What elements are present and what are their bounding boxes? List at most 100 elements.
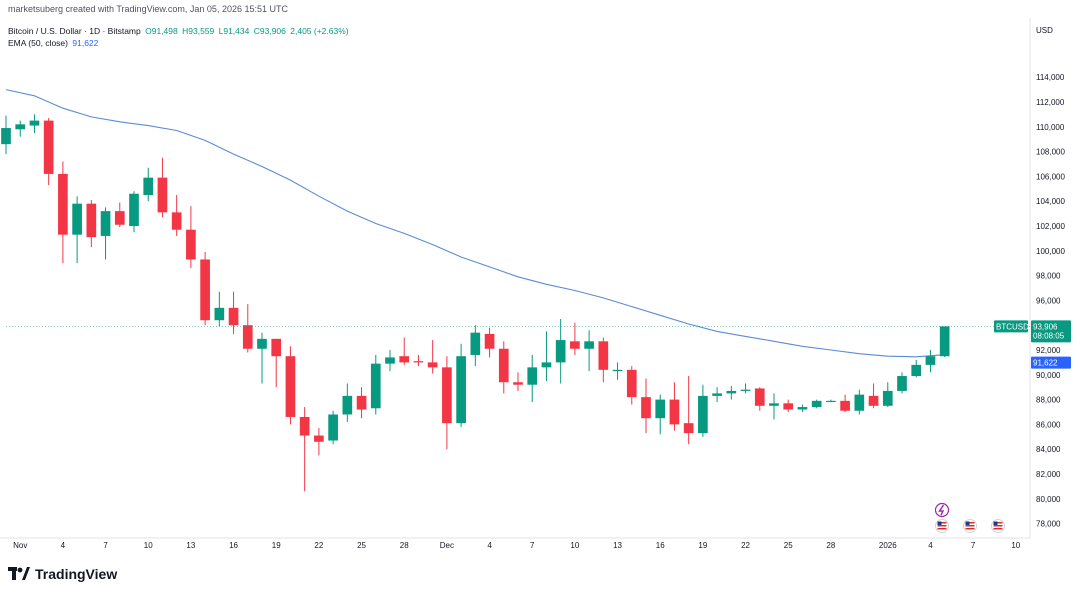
candle xyxy=(356,387,367,419)
x-tick-label: 25 xyxy=(357,541,366,550)
x-tick-label: 10 xyxy=(1011,541,1020,550)
candle-body xyxy=(925,356,936,365)
candle-body xyxy=(114,211,125,225)
candle-body xyxy=(186,229,196,260)
x-tick-label: 16 xyxy=(656,541,665,550)
candle-body xyxy=(868,395,879,406)
candle xyxy=(299,407,310,492)
candle xyxy=(43,118,54,186)
candle-body xyxy=(683,423,694,434)
x-tick-label: 7 xyxy=(530,541,535,550)
y-tick-label: 92,000 xyxy=(1036,346,1061,355)
candle-body xyxy=(157,177,168,213)
candle-body xyxy=(328,414,338,441)
events-icon xyxy=(934,502,950,518)
x-tick-label: 4 xyxy=(487,541,492,550)
candle-body xyxy=(413,361,424,363)
candle xyxy=(285,346,296,425)
candle-body xyxy=(399,356,410,363)
x-tick-label: 19 xyxy=(698,541,707,550)
candle xyxy=(228,291,239,334)
candle xyxy=(72,196,82,264)
candle xyxy=(1,115,11,155)
candle-body xyxy=(712,393,722,396)
us-flag-icon xyxy=(991,519,1005,533)
candle xyxy=(740,383,751,394)
candle-body xyxy=(669,399,680,425)
candle-body xyxy=(626,369,637,398)
candle xyxy=(29,114,40,133)
candle xyxy=(726,385,737,400)
tradingview-logo[interactable]: TradingView xyxy=(8,566,117,582)
y-tick-label: 98,000 xyxy=(1036,272,1061,281)
candle-body xyxy=(498,348,509,383)
legend-symbol[interactable]: Bitcoin / U.S. Dollar · 1D · Bitstamp xyxy=(8,26,141,36)
legend-ema-value: 91,622 xyxy=(72,38,99,48)
candle xyxy=(570,322,580,355)
candle xyxy=(86,199,97,248)
candle xyxy=(555,319,566,384)
ema-tag-value: 91,622 xyxy=(1033,359,1058,368)
x-tick-label: 2026 xyxy=(879,541,897,550)
candle xyxy=(58,161,68,264)
candle-body xyxy=(427,362,438,368)
candle xyxy=(427,340,438,374)
y-tick-label: 80,000 xyxy=(1036,495,1061,504)
flag-icon-canton xyxy=(993,521,998,525)
candle-body xyxy=(740,389,751,391)
candle-body xyxy=(882,390,893,406)
candle xyxy=(200,252,210,326)
candle xyxy=(470,325,481,367)
tradingview-brand-name: TradingView xyxy=(35,566,118,582)
candle xyxy=(897,372,907,394)
candle xyxy=(641,378,651,434)
candle-body xyxy=(897,376,907,391)
y-tick-label: 100,000 xyxy=(1036,247,1065,256)
candle xyxy=(868,383,879,409)
bar-countdown: 08:08:05 xyxy=(1033,331,1065,340)
candle xyxy=(157,157,168,218)
candle-body xyxy=(655,399,666,419)
candle xyxy=(925,350,936,373)
candle xyxy=(513,372,523,391)
candle xyxy=(854,389,865,415)
candle xyxy=(683,376,694,445)
candle xyxy=(186,206,196,269)
flag-icon-stripe xyxy=(965,528,975,530)
candle xyxy=(242,304,253,353)
candle xyxy=(626,366,637,405)
candle xyxy=(399,337,410,365)
candle-body xyxy=(171,212,182,230)
candle-body xyxy=(612,369,623,372)
candle xyxy=(882,382,893,408)
legend: Bitcoin / U.S. Dollar · 1D · Bitstamp O9… xyxy=(8,25,351,49)
candle-body xyxy=(385,357,395,364)
flag-icon-stripe xyxy=(937,528,947,530)
x-tick-label: 4 xyxy=(928,541,933,550)
legend-ema-row: EMA (50, close) 91,622 xyxy=(8,37,351,49)
legend-ohlc-row: Bitcoin / U.S. Dollar · 1D · Bitstamp O9… xyxy=(8,25,351,37)
y-tick-label: 114,000 xyxy=(1036,73,1065,82)
candle-body xyxy=(826,400,836,403)
candle-body xyxy=(1,128,11,145)
candle xyxy=(840,394,850,412)
candle xyxy=(769,393,779,420)
candle xyxy=(826,399,836,403)
candle-body xyxy=(484,333,495,349)
ema-value-tag xyxy=(1031,356,1071,369)
legend-high: H93,559 xyxy=(182,26,215,36)
candle-body xyxy=(442,367,452,424)
y-tick-label: 102,000 xyxy=(1036,222,1065,231)
candle-body xyxy=(72,203,82,235)
legend-ema-label[interactable]: EMA (50, close) xyxy=(8,38,68,48)
candle xyxy=(100,207,111,260)
legend-change: 2,405 (+2.63%) xyxy=(290,26,349,36)
candle xyxy=(598,337,609,383)
candle-body xyxy=(257,338,267,349)
us-flag-icon xyxy=(935,519,949,533)
candle xyxy=(114,202,125,228)
candle-body xyxy=(200,259,210,321)
x-tick-label: 10 xyxy=(144,541,153,550)
candle-body xyxy=(143,177,154,195)
